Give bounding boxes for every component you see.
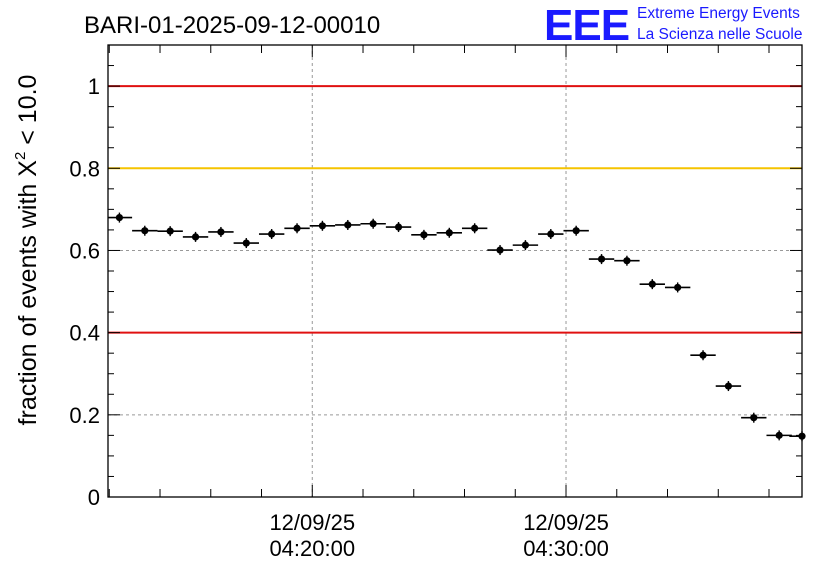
data-point-marker <box>268 230 276 238</box>
data-point-marker <box>445 229 453 237</box>
data-point-marker <box>471 224 479 232</box>
data-point-marker <box>648 280 656 288</box>
y-axis-label-suffix: < 10.0 <box>14 75 42 152</box>
data-point-marker <box>750 414 758 422</box>
x-tick-label-time: 04:20:00 <box>269 536 355 561</box>
org-name-line1: Extreme Energy Events <box>637 5 800 22</box>
y-axis-label-superscript: 2 <box>12 152 29 160</box>
data-point-marker <box>369 220 377 228</box>
data-point-marker <box>547 230 555 238</box>
data-point-marker <box>572 227 580 235</box>
axis-ticks <box>108 44 802 498</box>
y-tick-label: 0.6 <box>69 238 100 263</box>
eee-logo-text: EEE <box>544 1 629 50</box>
x-tick-label-date: 12/09/25 <box>269 510 355 535</box>
y-tick-label: 0.4 <box>69 321 100 346</box>
run-title: BARI-01-2025-09-12-00010 <box>84 12 380 39</box>
data-point-marker <box>115 213 124 222</box>
data-points <box>108 212 806 442</box>
grid-lines <box>108 45 802 497</box>
svg-text:fraction of events with X2 < 1: fraction of events with X2 < 10.0 <box>12 75 42 426</box>
y-tick-label: 1 <box>88 74 100 99</box>
y-axis-label: fraction of events with X2 < 10.0 <box>12 75 42 426</box>
y-tick-label: 0 <box>88 485 100 510</box>
data-point-marker <box>344 221 352 229</box>
x-tick-label-time: 04:30:00 <box>523 536 609 561</box>
y-tick-label: 0.2 <box>69 403 100 428</box>
data-point-marker <box>141 227 149 235</box>
data-point-marker <box>724 382 733 390</box>
data-point-marker <box>521 241 530 249</box>
data-point-marker <box>699 351 707 359</box>
x-tick-label-date: 12/09/25 <box>523 510 609 535</box>
data-point-marker <box>394 223 403 231</box>
plot-frame <box>107 44 803 498</box>
data-point-marker <box>420 231 428 239</box>
y-axis-label-prefix: fraction of events with X <box>14 160 42 426</box>
tick-labels: 00.20.40.60.8112/09/2504:20:0012/09/2504… <box>69 74 608 561</box>
data-point-marker <box>293 224 301 232</box>
eee-logo: EEE <box>544 1 630 50</box>
y-tick-label: 0.8 <box>69 156 100 181</box>
data-point-marker <box>242 239 250 247</box>
data-point-marker <box>318 222 327 230</box>
data-point-marker <box>623 257 631 265</box>
data-point-marker <box>191 233 200 241</box>
data-point-marker <box>775 431 783 439</box>
org-name-line2: La Scienza nelle Scuole <box>637 26 802 43</box>
data-point-marker <box>597 255 606 263</box>
reference-lines <box>108 85 802 334</box>
data-point-marker <box>674 283 682 292</box>
data-point-marker <box>496 246 504 254</box>
data-point-marker <box>217 228 225 236</box>
data-point-marker <box>166 227 174 235</box>
